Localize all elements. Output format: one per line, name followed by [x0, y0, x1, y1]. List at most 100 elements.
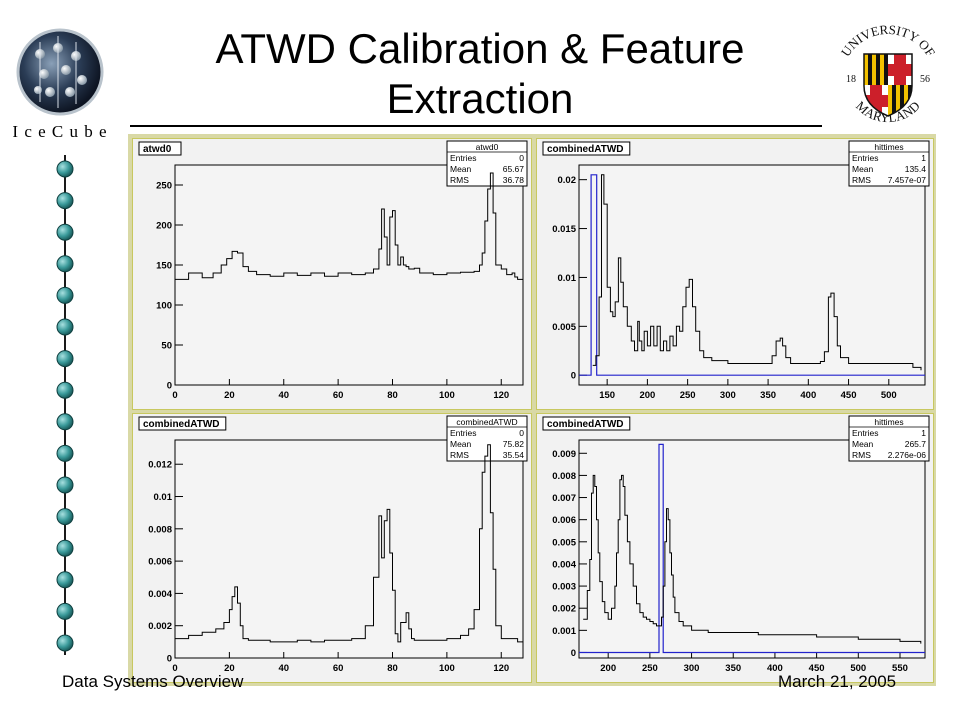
stats-value: 7.457e-07 [888, 175, 927, 185]
stats-title: combinedATWD [456, 417, 517, 427]
x-tick-label: 500 [850, 663, 866, 674]
stats-value: 65.67 [503, 164, 525, 174]
y-tick-label: 50 [161, 341, 172, 352]
y-tick-label: 0.006 [552, 515, 576, 526]
x-tick-label: 20 [224, 663, 235, 674]
y-tick-label: 0.001 [552, 626, 576, 637]
title-underline [130, 125, 822, 127]
y-tick-label: 0.003 [552, 582, 576, 593]
stats-key: Mean [852, 164, 874, 174]
y-tick-label: 100 [156, 301, 172, 312]
hist-name-box: atwd0 [138, 141, 182, 156]
y-tick-label: 0.004 [552, 559, 576, 570]
y-tick-label: 0.01 [154, 492, 173, 503]
hist-panel-combined-hittimes-1: combinedATWD hittimes Entries 1 Mean 135.4 RMS… [536, 138, 934, 410]
x-tick-label: 100 [439, 663, 455, 674]
dom-bead [56, 602, 74, 620]
x-tick-label: 400 [800, 390, 816, 401]
hist-name-box: combinedATWD [138, 416, 227, 431]
hist-name-label: atwd0 [143, 144, 172, 155]
dom-bead [56, 255, 74, 273]
footer-date: March 21, 2005 [778, 672, 897, 691]
x-tick-label: 40 [278, 663, 289, 674]
stats-value: 1 [921, 153, 926, 163]
dom-string-graphic [56, 155, 74, 655]
stats-value: 35.54 [503, 450, 525, 460]
dom-bead [56, 413, 74, 431]
x-tick-label: 120 [493, 663, 509, 674]
hittime-overlay [579, 174, 925, 376]
x-tick-label: 400 [767, 663, 783, 674]
y-tick-label: 0.005 [552, 537, 576, 548]
y-tick-label: 0 [571, 371, 576, 382]
stats-value: 1 [921, 428, 926, 438]
stats-title: hittimes [874, 417, 903, 427]
dom-bead [56, 286, 74, 304]
y-tick-label: 0 [167, 654, 172, 665]
stats-key: RMS [450, 175, 469, 185]
root-canvas: atwd0 atwd0 Entries 0 Mean 65.67 RMS 36.78 0 20 40… [128, 134, 936, 686]
y-tick-label: 0 [167, 381, 172, 392]
dom-bead [56, 350, 74, 368]
y-tick-label: 0.008 [148, 524, 172, 535]
y-tick-label: 0.009 [552, 449, 576, 460]
dom-bead [56, 571, 74, 589]
dom-string-decoration [48, 155, 82, 655]
x-tick-label: 300 [720, 390, 736, 401]
y-tick-label: 0.002 [552, 604, 576, 615]
y-tick-label: 250 [156, 181, 172, 192]
dom-bead [56, 634, 74, 652]
dom-bead [56, 476, 74, 494]
y-tick-label: 0.006 [148, 557, 172, 568]
y-tick-label: 0.01 [558, 273, 577, 284]
hittime-overlay [579, 443, 925, 654]
dom-bead [56, 223, 74, 241]
y-tick-label: 0 [571, 648, 576, 659]
histogram-series [175, 172, 524, 385]
icecube-logo-graphic [16, 28, 104, 116]
stats-value: 0 [519, 428, 524, 438]
umd-seal-graphic: UNIVERSITY OF MARYLAND 18 56 [838, 22, 938, 125]
dom-bead [56, 381, 74, 399]
x-tick-label: 0 [172, 390, 177, 401]
hist-panel-combined-atwd: combinedATWD combinedATWD Entries 0 Mean 75.8… [132, 413, 532, 683]
stats-title: hittimes [874, 142, 903, 152]
stats-value: 75.82 [503, 439, 525, 449]
stats-value: 0 [519, 153, 524, 163]
y-tick-label: 0.005 [552, 322, 576, 333]
x-tick-label: 250 [642, 663, 658, 674]
slide-title-line1: ATWD Calibration & Feature [215, 25, 745, 72]
x-tick-label: 500 [881, 390, 897, 401]
y-tick-label: 0.015 [552, 224, 576, 235]
stats-value: 36.78 [503, 175, 525, 185]
histogram-series [175, 444, 524, 646]
stats-key: RMS [852, 175, 871, 185]
x-tick-label: 150 [599, 390, 615, 401]
hist-name-label: combinedATWD [547, 144, 623, 155]
x-tick-label: 60 [333, 390, 344, 401]
hist-panel-atwd0: atwd0 atwd0 Entries 0 Mean 65.67 RMS 36.78 0 20 40… [132, 138, 532, 410]
footer-left-text: Data Systems Overview [62, 672, 244, 691]
y-tick-label: 0.012 [148, 460, 172, 471]
dom-bead [56, 192, 74, 210]
y-tick-label: 0.02 [558, 175, 577, 186]
y-tick-label: 200 [156, 221, 172, 232]
y-tick-label: 0.002 [148, 621, 172, 632]
hist-panel-combined-hittimes-2: combinedATWD hittimes Entries 1 Mean 265.7 RMS… [536, 413, 934, 683]
x-tick-label: 550 [892, 663, 908, 674]
stats-key: RMS [450, 450, 469, 460]
hist-name-label: combinedATWD [143, 419, 219, 430]
slide-title: ATWD Calibration & Feature Extraction [150, 24, 810, 124]
plot-frame [174, 439, 524, 659]
stats-title: atwd0 [476, 142, 499, 152]
icecube-logo: I c e C u b e [10, 22, 110, 142]
x-tick-label: 350 [725, 663, 741, 674]
x-tick-label: 80 [387, 390, 398, 401]
icecube-logo-text: I c e C u b e [12, 122, 108, 141]
umd-logo: UNIVERSITY OF MARYLAND 18 56 [828, 20, 948, 130]
